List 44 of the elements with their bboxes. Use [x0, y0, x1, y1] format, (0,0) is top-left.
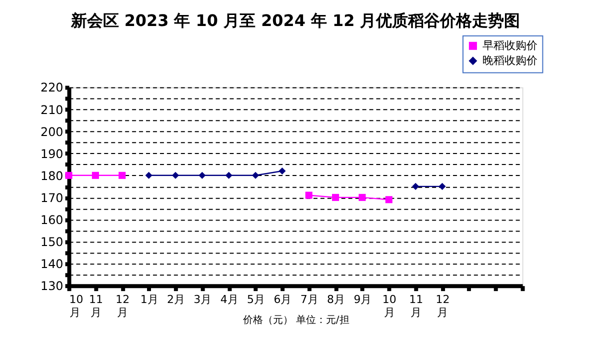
x-tick-label: 6月	[274, 293, 292, 306]
x-tick-label: 3月	[194, 293, 212, 306]
x-tick-label: 11月	[409, 293, 424, 319]
legend-label: 早稻收购价	[482, 38, 538, 52]
x-tick-label: 2月	[166, 293, 185, 306]
x-tick-label: 10月	[382, 293, 396, 319]
x-tick-label: 12月	[436, 293, 450, 319]
x-tick-label: 8月	[327, 293, 346, 306]
x-tick-label: 7月	[300, 293, 318, 306]
x-tick-label: 4月	[220, 293, 238, 306]
point	[65, 172, 72, 179]
point	[358, 194, 366, 201]
point	[145, 172, 152, 179]
point	[225, 172, 232, 179]
y-tick-label: 200	[40, 124, 64, 139]
y-tick-label: 220	[40, 80, 64, 95]
point	[92, 172, 99, 179]
x-tick-label: 10月	[69, 293, 84, 319]
y-tick-label: 140	[40, 257, 64, 272]
point	[332, 194, 340, 201]
chart-title: 新会区 2023 年 10 月至 2024 年 12 月优质稻谷价格走势图	[70, 10, 520, 30]
x-tick-label: 12月	[116, 293, 130, 319]
point	[278, 167, 286, 175]
y-tick-label: 130	[40, 279, 64, 294]
legend-label: 晚稻收购价	[482, 54, 538, 67]
point	[252, 172, 260, 179]
point	[412, 182, 420, 190]
point	[198, 172, 206, 179]
y-tick-label: 170	[40, 190, 64, 205]
point	[118, 172, 126, 179]
point	[385, 196, 392, 204]
point	[172, 172, 180, 179]
x-tick-label: 9月	[354, 293, 372, 306]
x-tick-label: 5月	[247, 293, 265, 306]
x-axis-title: 价格（元） 单位：元/担	[242, 314, 350, 326]
y-tick-label: 210	[40, 102, 64, 117]
y-tick-label: 180	[40, 168, 64, 183]
y-tick-label: 150	[40, 235, 64, 249]
point	[438, 182, 446, 190]
point	[305, 192, 312, 199]
y-tick-label: 160	[40, 212, 64, 227]
x-tick-label: 11月	[88, 293, 103, 319]
y-tick-label: 190	[40, 146, 64, 161]
x-tick-label: 1月	[140, 293, 158, 306]
